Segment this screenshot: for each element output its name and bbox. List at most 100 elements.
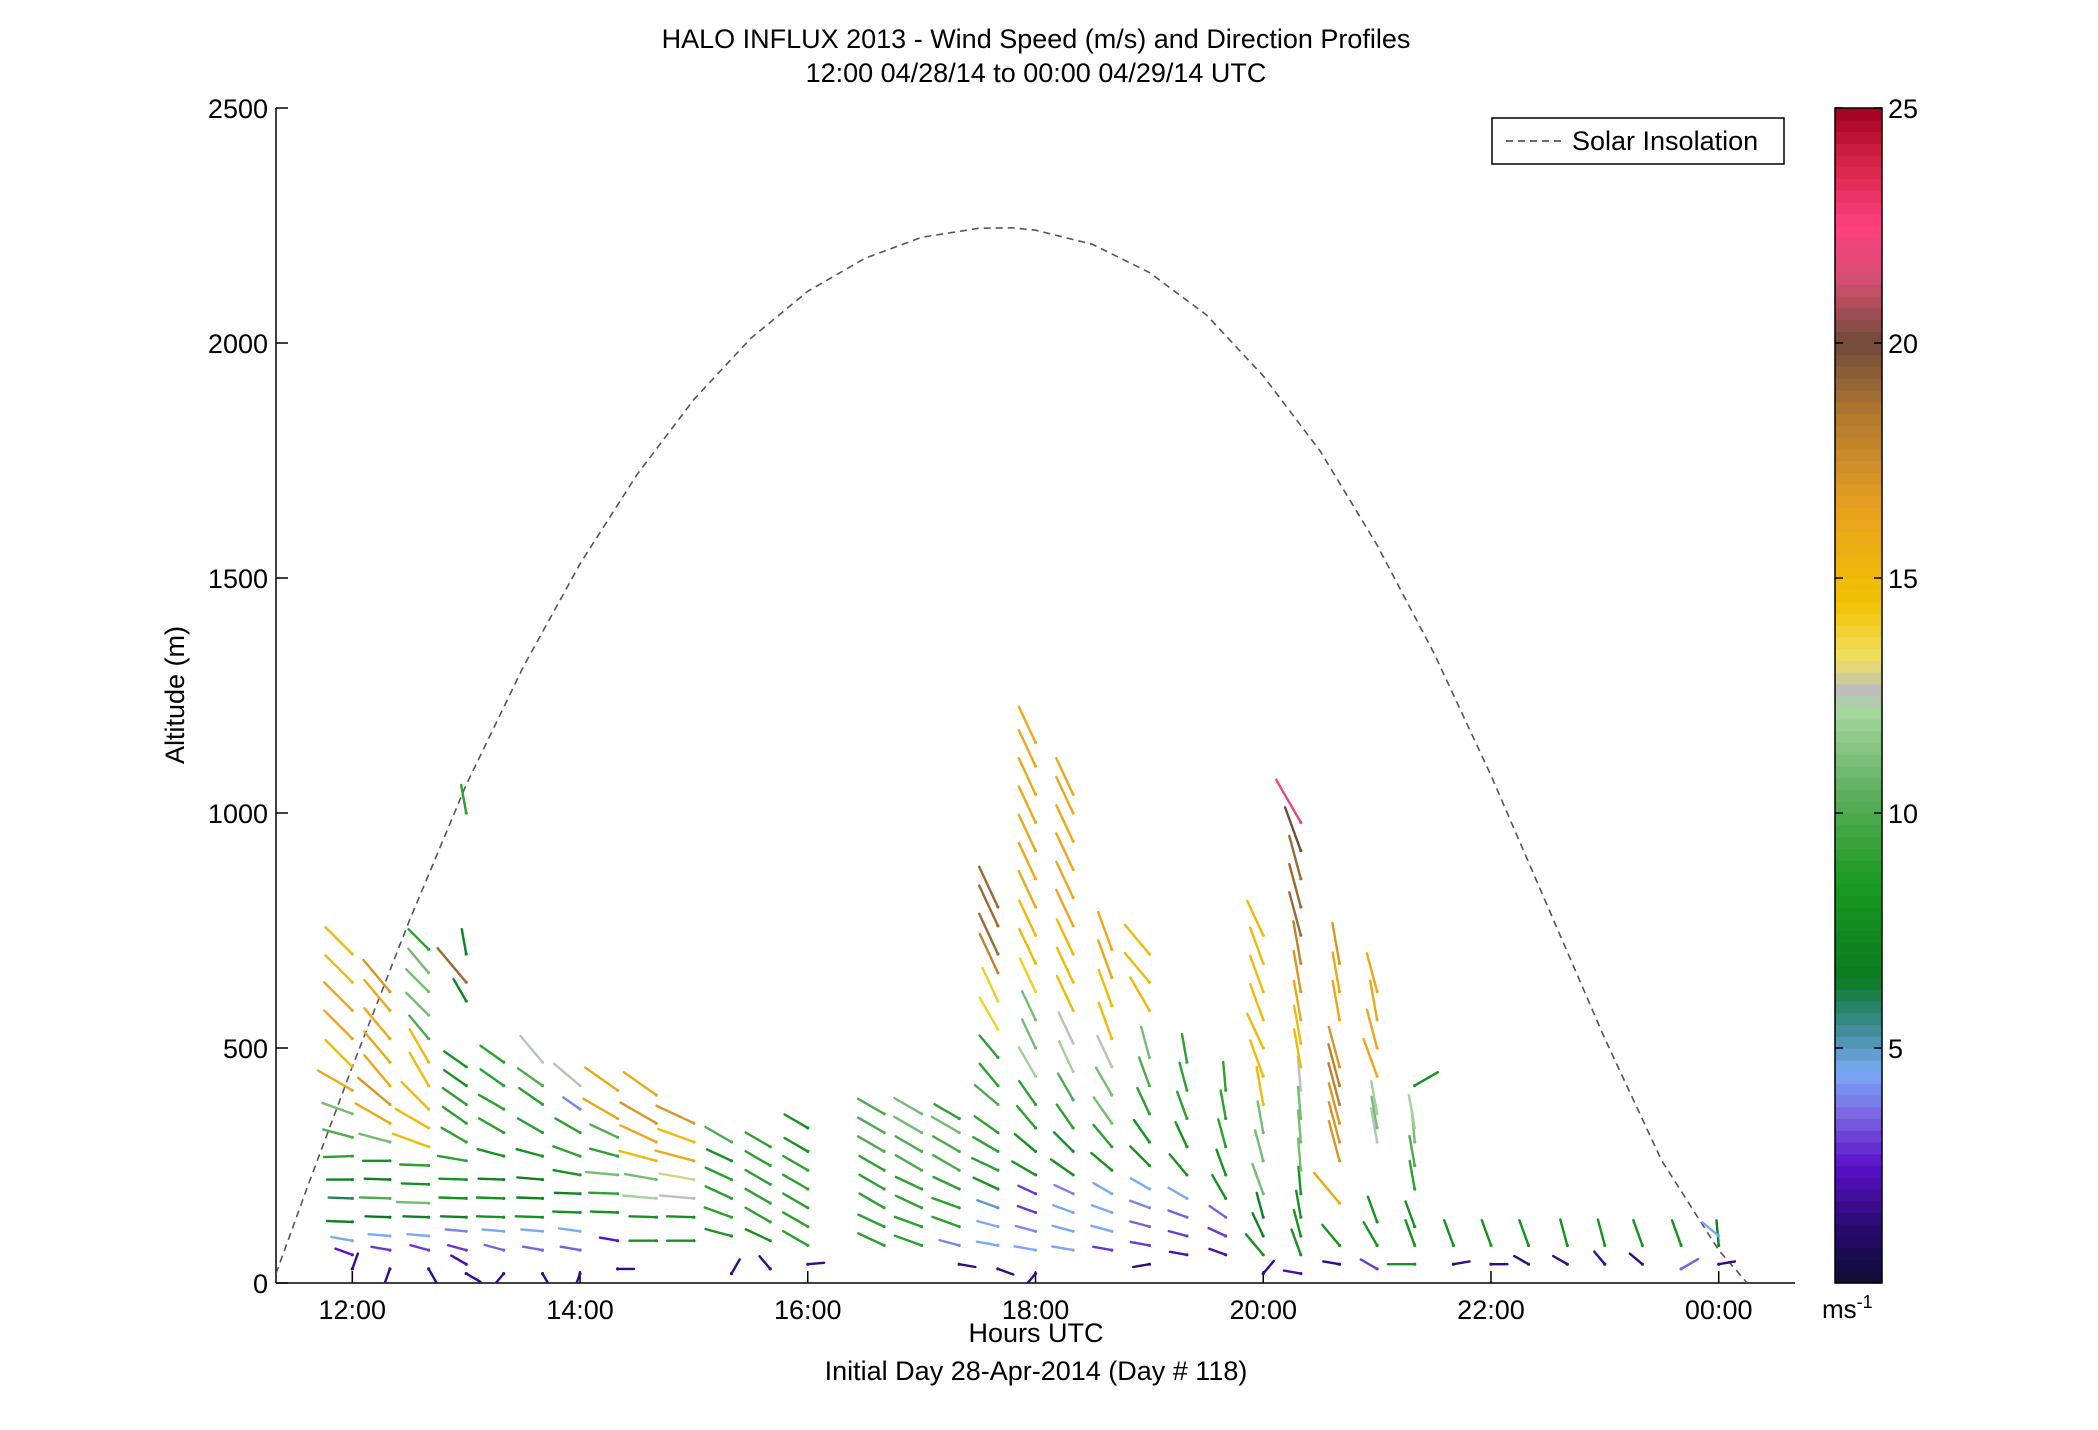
wind-barb-base (464, 1248, 468, 1252)
wind-barb-base (1413, 1140, 1417, 1144)
wind-barb-base (350, 1239, 354, 1243)
wind-barb (654, 1149, 696, 1163)
wind-barb-base (1033, 1126, 1038, 1130)
colorbar-segment (1835, 554, 1882, 567)
wind-barb-base (578, 1173, 582, 1177)
colorbar-segment (1835, 319, 1882, 332)
wind-barb-base (1147, 1140, 1151, 1144)
wind-barb (1248, 926, 1265, 965)
wind-barb (975, 1240, 1000, 1247)
wind-barb-base (1033, 792, 1038, 796)
colorbar-tick-label: 15 (1888, 564, 1918, 594)
wind-barb (582, 1097, 619, 1120)
wind-barb (1129, 1220, 1151, 1228)
wind-barb-base (1261, 1192, 1265, 1196)
colorbar-unit-exponent: -1 (1857, 1292, 1873, 1312)
wind-barb (439, 1215, 468, 1219)
wind-barb (1017, 757, 1037, 796)
wind-barb-base (464, 1159, 468, 1163)
wind-barb-base (1299, 1116, 1303, 1121)
colorbar-segment (1835, 531, 1882, 544)
wind-barb (408, 1051, 430, 1087)
wind-barb (1215, 1148, 1227, 1177)
wind-barb (1362, 1037, 1379, 1078)
wind-barb-base (350, 1112, 354, 1116)
colorbar-segment (1835, 437, 1882, 450)
wind-barb-base (350, 1196, 354, 1200)
wind-barb (477, 1093, 505, 1111)
colorbar-segment (1835, 989, 1882, 1002)
wind-barb (622, 1194, 658, 1200)
wind-barb-base (464, 1229, 468, 1233)
colorbar-segment (1835, 683, 1882, 697)
wind-barb-base (1033, 905, 1038, 909)
wind-barb-base (540, 1196, 545, 1200)
wind-barb (1283, 806, 1303, 852)
wind-barb-base (882, 1149, 886, 1153)
wind-barb (1559, 1218, 1569, 1247)
colorbar-segment (1835, 965, 1882, 979)
wind-barb (483, 1243, 505, 1252)
wind-barb (363, 1007, 392, 1040)
colorbar-segment (1835, 813, 1882, 826)
wind-barb-base (540, 1248, 545, 1252)
colorbar-segment (1835, 390, 1882, 403)
wind-barb-base (1033, 1018, 1038, 1022)
wind-barb-base (1147, 1243, 1151, 1247)
wind-barb (1056, 1072, 1075, 1101)
wind-barb-base (996, 1084, 1000, 1088)
wind-barb-base (1337, 1243, 1342, 1247)
wind-barb (552, 1145, 582, 1158)
wind-barb (1094, 1066, 1114, 1097)
colorbar-segment (1835, 1130, 1882, 1143)
wind-barb (363, 1030, 392, 1064)
wind-barb-base (1033, 877, 1038, 881)
wind-barb-base (1299, 1272, 1303, 1276)
wind-barb (1051, 1203, 1075, 1214)
wind-barb-base (540, 1060, 545, 1064)
wind-barb-base (729, 1140, 734, 1144)
wind-barb-base (692, 1178, 696, 1182)
colorbar-segment (1835, 178, 1882, 191)
x-axis-sublabel: Initial Day 28-Apr-2014 (Day # 118) (825, 1356, 1248, 1386)
wind-barb-base (996, 1267, 1000, 1271)
wind-barb-base (1299, 1088, 1303, 1092)
wind-barb-base (578, 1107, 582, 1111)
wind-barb (856, 1116, 886, 1134)
wind-barb-base (540, 1272, 545, 1276)
wind-barb (930, 1115, 961, 1134)
wind-barb-base (1071, 952, 1075, 956)
wind-barb-base (768, 1239, 772, 1243)
wind-barb-base (1185, 1196, 1189, 1200)
wind-barb (1288, 891, 1303, 937)
wind-barb-base (1375, 1140, 1379, 1144)
legend-label: Solar Insolation (1572, 126, 1758, 156)
wind-barb (933, 1103, 961, 1120)
colorbar-segment (1835, 895, 1882, 908)
wind-barb (1296, 1137, 1303, 1172)
wind-barb (978, 932, 1000, 974)
wind-barb-base (427, 1037, 431, 1041)
wind-barb (322, 1128, 354, 1139)
colorbar-segment (1835, 601, 1882, 614)
wind-barb-base (1299, 1253, 1303, 1257)
colorbar-segment (1835, 237, 1882, 250)
colorbar-segment (1835, 1083, 1882, 1096)
wind-barb-base (1110, 1210, 1114, 1215)
colorbar-segment (1835, 707, 1882, 720)
wind-barb (978, 996, 1000, 1031)
wind-barb-base (996, 1102, 1000, 1106)
wind-barb (1096, 910, 1114, 951)
wind-barb (1327, 1100, 1341, 1144)
wind-barb (938, 1238, 961, 1247)
colorbar-segment (1835, 284, 1882, 297)
wind-barb (1480, 1218, 1493, 1247)
wind-barb (1327, 1082, 1341, 1125)
wind-barb-base (464, 1262, 468, 1266)
wind-barb (444, 1228, 468, 1233)
wind-barb (971, 1156, 1000, 1172)
y-axis-label: Altitude (m) (160, 626, 190, 764)
wind-barb (1245, 1012, 1265, 1050)
wind-barb (1327, 1025, 1341, 1069)
wind-barb (541, 1272, 550, 1283)
